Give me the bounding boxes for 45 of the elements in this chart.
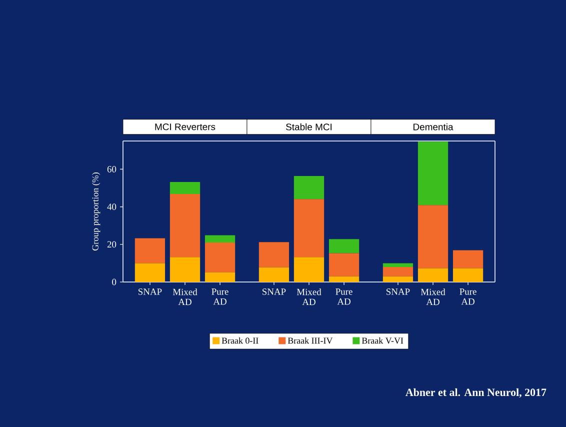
x-tick-label: Pure AD (212, 288, 228, 305)
y-tick-label: 20 (107, 241, 116, 248)
bar (134, 263, 166, 282)
x-tick-label: SNAP (386, 288, 410, 295)
bar (170, 194, 200, 258)
x-tick-label: SNAP (138, 288, 162, 295)
bar (258, 242, 290, 268)
bar (204, 272, 236, 282)
bar (294, 199, 324, 258)
x-tick-label: Pure AD (336, 288, 352, 305)
chart-title: Dementia (414, 123, 454, 130)
bar (418, 268, 448, 282)
chart-title: MCI Reverters (155, 123, 216, 130)
bar (328, 276, 360, 282)
bar (294, 257, 324, 282)
bar (452, 268, 484, 282)
bar (382, 266, 414, 276)
legend-label: Braak V-VI (362, 337, 404, 344)
bar (170, 257, 200, 282)
chart-title: Stable MCI (286, 123, 332, 130)
bar (382, 276, 414, 282)
x-tick-label: Pure AD (460, 288, 476, 305)
bar (418, 205, 448, 268)
y-axis-title: Group proportion (%) (92, 172, 100, 250)
x-tick-label: SNAP (262, 288, 286, 295)
x-tick-label: Mixed AD (172, 288, 198, 306)
legend-label: Braak III-IV (288, 337, 333, 344)
bar (382, 263, 414, 267)
bar (204, 235, 236, 243)
bar (452, 250, 484, 268)
bar (418, 142, 448, 206)
bar (170, 182, 200, 194)
bar (328, 239, 360, 254)
y-tick-label: 60 (107, 166, 116, 172)
bar (204, 242, 236, 272)
x-tick-label: Mixed AD (420, 288, 446, 306)
legend-label: Braak 0-II (222, 337, 258, 344)
y-tick-label: 0 (112, 278, 116, 286)
text: Abner et al. Ann Neurol, 2017 (406, 388, 546, 398)
bar (328, 253, 360, 276)
bar (294, 176, 324, 200)
bar (134, 238, 166, 264)
y-tick-label: 40 (107, 204, 116, 210)
bar (258, 267, 290, 282)
x-tick-label: Mixed AD (296, 288, 322, 306)
